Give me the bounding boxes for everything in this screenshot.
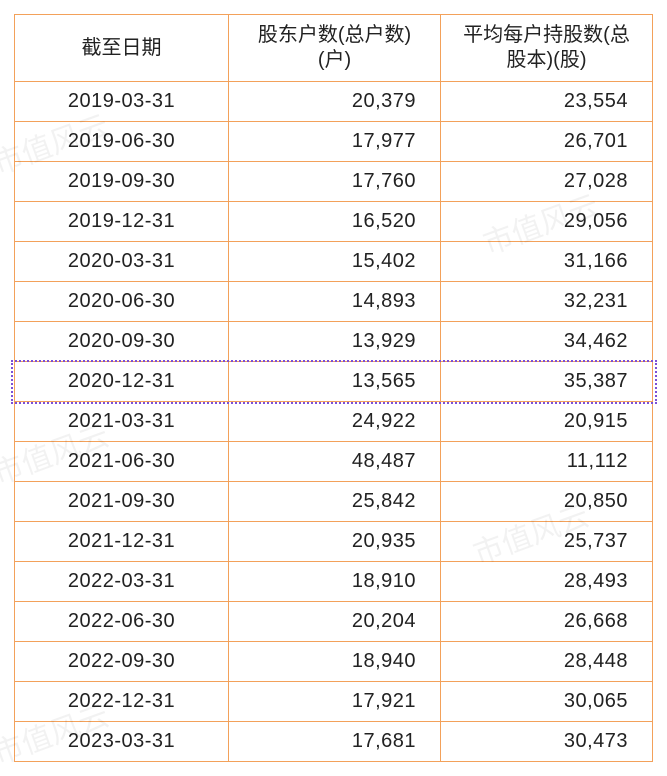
table-row: 2019-03-3120,37923,554 [15, 82, 653, 122]
cell-date: 2021-12-31 [15, 522, 229, 562]
table-row: 2020-09-3013,92934,462 [15, 322, 653, 362]
cell-holders: 13,565 [229, 362, 441, 402]
cell-date: 2020-06-30 [15, 282, 229, 322]
table-row: 2021-06-3048,48711,112 [15, 442, 653, 482]
cell-holders: 13,929 [229, 322, 441, 362]
cell-avg: 20,850 [441, 482, 653, 522]
cell-avg: 28,448 [441, 642, 653, 682]
cell-holders: 17,977 [229, 122, 441, 162]
table-row: 2023-03-3117,68130,473 [15, 722, 653, 762]
cell-date: 2020-12-31 [15, 362, 229, 402]
shareholder-table: 截至日期 股东户数(总户数)(户) 平均每户持股数(总股本)(股) 2019-0… [14, 14, 653, 762]
col-header-holders: 股东户数(总户数)(户) [229, 15, 441, 82]
table-row: 2019-06-3017,97726,701 [15, 122, 653, 162]
cell-holders: 20,204 [229, 602, 441, 642]
table-row: 2020-03-3115,40231,166 [15, 242, 653, 282]
cell-avg: 26,701 [441, 122, 653, 162]
table-row: 2019-12-3116,52029,056 [15, 202, 653, 242]
table-row: 2021-09-3025,84220,850 [15, 482, 653, 522]
cell-holders: 14,893 [229, 282, 441, 322]
cell-holders: 16,520 [229, 202, 441, 242]
col-header-date: 截至日期 [15, 15, 229, 82]
cell-date: 2021-06-30 [15, 442, 229, 482]
cell-avg: 29,056 [441, 202, 653, 242]
cell-avg: 35,387 [441, 362, 653, 402]
cell-date: 2022-09-30 [15, 642, 229, 682]
cell-date: 2019-09-30 [15, 162, 229, 202]
cell-holders: 20,379 [229, 82, 441, 122]
table-row: 2020-06-3014,89332,231 [15, 282, 653, 322]
cell-date: 2023-03-31 [15, 722, 229, 762]
cell-avg: 32,231 [441, 282, 653, 322]
table-row: 2022-03-3118,91028,493 [15, 562, 653, 602]
cell-avg: 28,493 [441, 562, 653, 602]
table-row: 2022-12-3117,92130,065 [15, 682, 653, 722]
cell-avg: 23,554 [441, 82, 653, 122]
cell-date: 2020-03-31 [15, 242, 229, 282]
cell-date: 2019-03-31 [15, 82, 229, 122]
table-row: 2019-09-3017,76027,028 [15, 162, 653, 202]
cell-avg: 30,065 [441, 682, 653, 722]
cell-avg: 11,112 [441, 442, 653, 482]
table-row: 2022-06-3020,20426,668 [15, 602, 653, 642]
cell-avg: 34,462 [441, 322, 653, 362]
table-row: 2021-03-3124,92220,915 [15, 402, 653, 442]
cell-avg: 27,028 [441, 162, 653, 202]
table-header-row: 截至日期 股东户数(总户数)(户) 平均每户持股数(总股本)(股) [15, 15, 653, 82]
cell-holders: 17,921 [229, 682, 441, 722]
col-header-avg: 平均每户持股数(总股本)(股) [441, 15, 653, 82]
cell-date: 2021-03-31 [15, 402, 229, 442]
table-row: 2022-09-3018,94028,448 [15, 642, 653, 682]
cell-holders: 25,842 [229, 482, 441, 522]
cell-holders: 24,922 [229, 402, 441, 442]
cell-holders: 20,935 [229, 522, 441, 562]
cell-date: 2019-12-31 [15, 202, 229, 242]
table-row: 2020-12-3113,56535,387 [15, 362, 653, 402]
cell-avg: 25,737 [441, 522, 653, 562]
cell-date: 2022-03-31 [15, 562, 229, 602]
cell-avg: 20,915 [441, 402, 653, 442]
cell-holders: 18,940 [229, 642, 441, 682]
cell-avg: 31,166 [441, 242, 653, 282]
cell-holders: 17,681 [229, 722, 441, 762]
cell-holders: 18,910 [229, 562, 441, 602]
cell-date: 2022-06-30 [15, 602, 229, 642]
cell-avg: 26,668 [441, 602, 653, 642]
cell-holders: 17,760 [229, 162, 441, 202]
cell-date: 2020-09-30 [15, 322, 229, 362]
cell-holders: 15,402 [229, 242, 441, 282]
cell-date: 2022-12-31 [15, 682, 229, 722]
table-row: 2021-12-3120,93525,737 [15, 522, 653, 562]
cell-avg: 30,473 [441, 722, 653, 762]
cell-holders: 48,487 [229, 442, 441, 482]
cell-date: 2021-09-30 [15, 482, 229, 522]
cell-date: 2019-06-30 [15, 122, 229, 162]
